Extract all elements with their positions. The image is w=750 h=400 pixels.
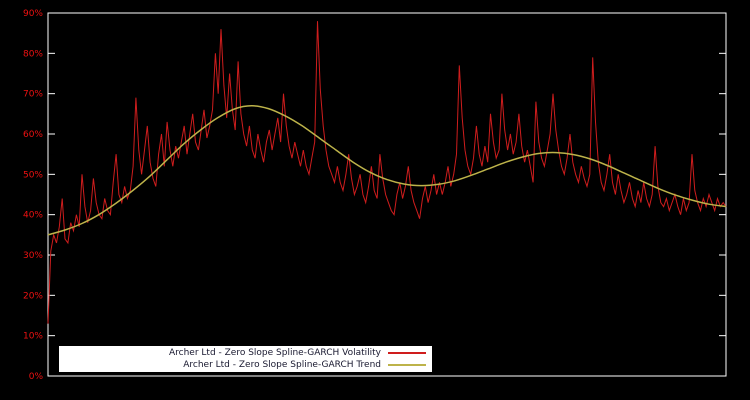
y-tick-label: 30% [23,251,43,261]
legend-sample-line [388,352,426,354]
y-tick-label: 10% [23,332,43,342]
y-tick-label: 20% [23,291,43,301]
legend-row-trend: Archer Ltd - Zero Slope Spline-GARCH Tre… [65,359,426,371]
y-tick-label: 40% [23,211,43,221]
y-tick-label: 80% [23,49,43,59]
trend-line [47,105,727,236]
legend-label-trend: Archer Ltd - Zero Slope Spline-GARCH Tre… [183,360,381,370]
volatility-line [47,21,727,324]
y-tick-label: 50% [23,170,43,180]
y-tick-label: 0% [29,372,44,382]
plot-frame [47,12,727,377]
legend-row-volatility: Archer Ltd - Zero Slope Spline-GARCH Vol… [65,347,426,359]
legend-label-volatility: Archer Ltd - Zero Slope Spline-GARCH Vol… [169,348,381,358]
y-tick-label: 70% [23,90,43,100]
y-tick-label: 60% [23,130,43,140]
legend-sample-line [388,364,426,366]
legend: Archer Ltd - Zero Slope Spline-GARCH Vol… [59,346,432,372]
y-tick-label: 90% [23,9,43,19]
